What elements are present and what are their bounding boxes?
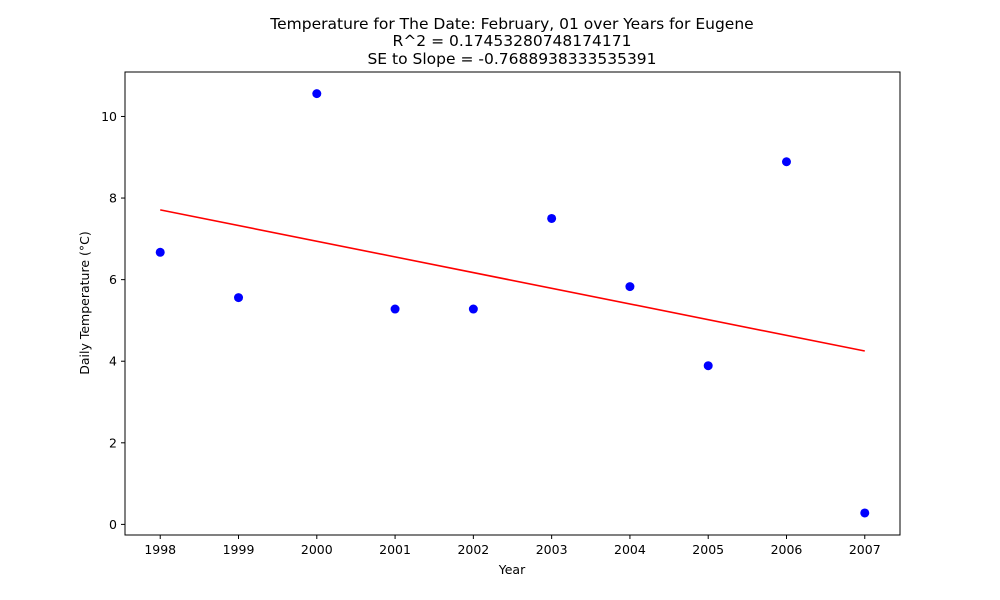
data-point [547,213,557,223]
y-tick-label: 10 [101,109,117,124]
x-tick-label: 2004 [614,542,646,557]
x-tick-label: 1999 [223,542,255,557]
y-axis-label: Daily Temperature (°C) [77,231,92,375]
chart-title: Temperature for The Date: February, 01 o… [269,15,753,68]
y-tick-label: 4 [109,354,117,369]
x-tick-label: 2006 [771,542,803,557]
y-tick-label: 6 [109,272,117,287]
x-tick-label: 1998 [144,542,176,557]
data-point [625,282,635,292]
x-axis-ticks: 1998 1999 2000 2001 2002 2003 2004 2005 2006 2007 [144,535,881,557]
data-point [155,247,165,257]
x-axis-label: Year [498,562,526,577]
data-point [234,293,244,303]
y-tick-label: 8 [109,191,117,206]
data-point [312,89,322,99]
y-tick-label: 2 [109,435,117,450]
regression-line [160,209,865,352]
plot-frame [124,71,901,536]
x-tick-label: 2000 [301,542,333,557]
x-tick-label: 2003 [536,542,568,557]
plot-area [155,89,870,518]
x-tick-label: 2005 [692,542,724,557]
x-tick-label: 2007 [849,542,881,557]
data-point [390,304,400,314]
data-point [781,157,791,167]
chart-title-line-2: R^2 = 0.17453280748174171 [393,32,632,50]
chart-title-line-3: SE to Slope = -0.7688938333535391 [367,50,656,68]
chart-title-line-1: Temperature for The Date: February, 01 o… [269,15,753,33]
data-point [703,361,713,371]
data-point [468,304,478,314]
y-tick-label: 0 [109,517,117,532]
x-tick-label: 2001 [379,542,411,557]
x-tick-label: 2002 [457,542,489,557]
data-point [860,508,870,518]
y-axis-ticks: 0 2 4 6 8 10 [101,109,125,532]
